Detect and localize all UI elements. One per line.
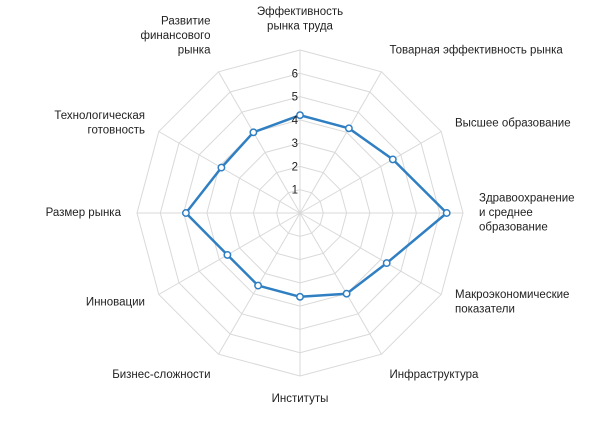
data-point-10 [181,209,190,217]
category-label-5: Макроэкономические показатели [455,289,569,316]
category-labels: Эффективность рынка труда Товарная эффекти… [46,6,575,405]
data-point-6 [342,289,351,298]
data-point-3 [388,155,397,164]
spoke-12 [218,71,301,214]
radial-tick-labels: 1 2 3 4 5 6 [292,68,299,196]
category-label-7: Институты [272,393,329,405]
spoke-5 [299,212,442,295]
category-label-4: Здравоохранение и среднее образование [479,192,575,233]
data-point-12 [249,128,258,137]
spoke-3 [299,131,442,214]
category-label-9: Инновации [86,296,145,308]
data-point-9 [223,250,232,259]
category-label-1: Эффективность рынка труда [257,6,343,33]
spoke-2 [299,71,382,214]
data-point-11 [217,163,226,172]
tick-label-5: 5 [292,92,298,104]
data-point-7 [296,292,304,301]
category-label-6: Инфраструктура [390,369,479,381]
data-point-8 [254,281,263,290]
spoke-6 [299,212,382,355]
data-point-1 [296,111,304,120]
category-label-11: Технологическая готовность [54,110,145,137]
tick-label-3: 3 [292,138,298,150]
data-point-4 [442,209,451,217]
category-label-8: Бизнес-сложности [112,369,210,381]
tick-label-6: 6 [292,68,298,80]
tick-label-2: 2 [292,161,298,173]
radar-series [181,111,451,301]
spoke-11 [158,131,301,214]
category-label-10: Размер рынка [46,207,122,219]
data-point-2 [344,124,353,133]
tick-label-1: 1 [292,185,298,197]
tick-label-4: 4 [292,115,299,127]
category-label-12: Развитие финансового рынка [141,16,212,57]
series-line-1 [184,113,448,299]
category-label-2: Товарная эффективность рынка [390,45,564,57]
category-label-3: Высшее образование [455,117,571,129]
data-point-5 [382,259,391,268]
